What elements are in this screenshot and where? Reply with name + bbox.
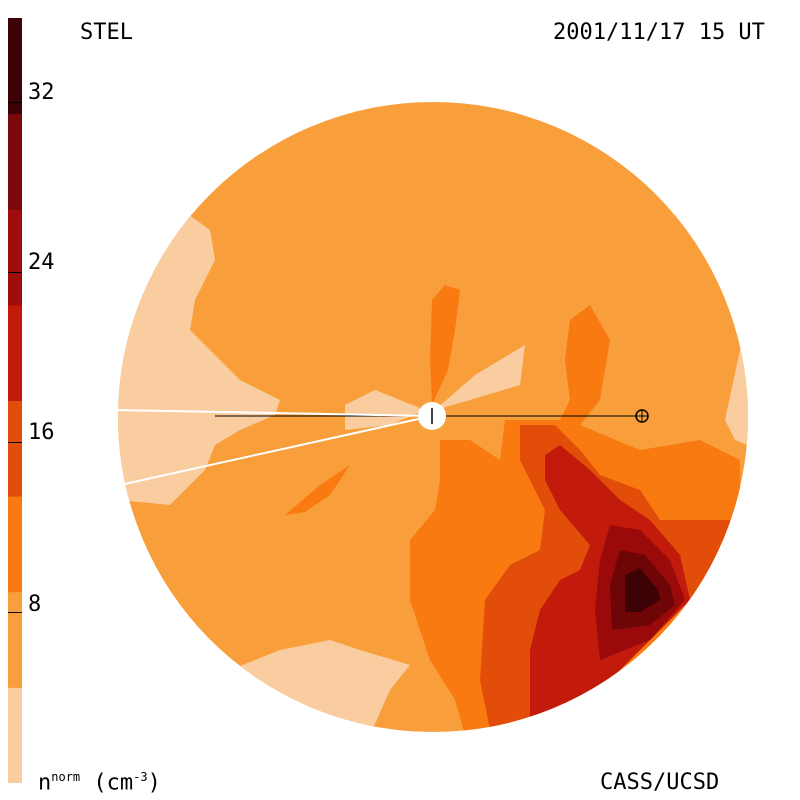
instrument-label: STEL — [80, 20, 133, 45]
fov-line-upper — [111, 409, 433, 417]
colorbar-band-0 — [8, 687, 22, 784]
colorbar-band-4 — [8, 304, 22, 401]
colorbar-band-7 — [8, 18, 22, 115]
colorbar-tick-24 — [8, 272, 22, 273]
level-0-region-right — [725, 350, 748, 450]
colorbar-tick-8 — [8, 612, 22, 613]
colorbar-tick-16 — [8, 442, 22, 443]
level-7-core — [625, 568, 660, 612]
colorbar-band-3 — [8, 400, 22, 497]
unit-exp: -3 — [133, 770, 148, 784]
colorbar-tick-label: 8 — [28, 592, 42, 617]
level-2-spike-top — [430, 285, 460, 405]
colorbar-unit-label: nnorm (cm-3) — [38, 770, 161, 795]
colorbar-tick-label: 32 — [28, 80, 55, 105]
unit-paren: (cm — [93, 770, 134, 796]
level-2-spike-left — [285, 465, 350, 515]
level-0-petal-left — [345, 390, 425, 430]
colorbar-tick-32 — [8, 102, 22, 103]
unit-sup: norm — [51, 770, 81, 784]
colorbar-svg — [8, 18, 22, 784]
colorbar-band-5 — [8, 209, 22, 306]
level-0-petal-right — [435, 345, 525, 410]
colorbar-tick-label: 24 — [28, 250, 55, 275]
unit-close: ) — [147, 770, 161, 796]
colorbar-band-1 — [8, 591, 22, 688]
unit-base: n — [38, 770, 52, 796]
colorbar-band-6 — [8, 113, 22, 210]
fov-line-lower — [119, 415, 433, 486]
density-contours — [118, 102, 748, 732]
credit-label: CASS/UCSD — [600, 770, 720, 795]
timestamp-label: 2001/11/17 15 UT — [553, 20, 765, 45]
colorbar-tick-label: 16 — [28, 420, 55, 445]
colorbar-band-2 — [8, 496, 22, 593]
colorbar — [8, 18, 22, 784]
